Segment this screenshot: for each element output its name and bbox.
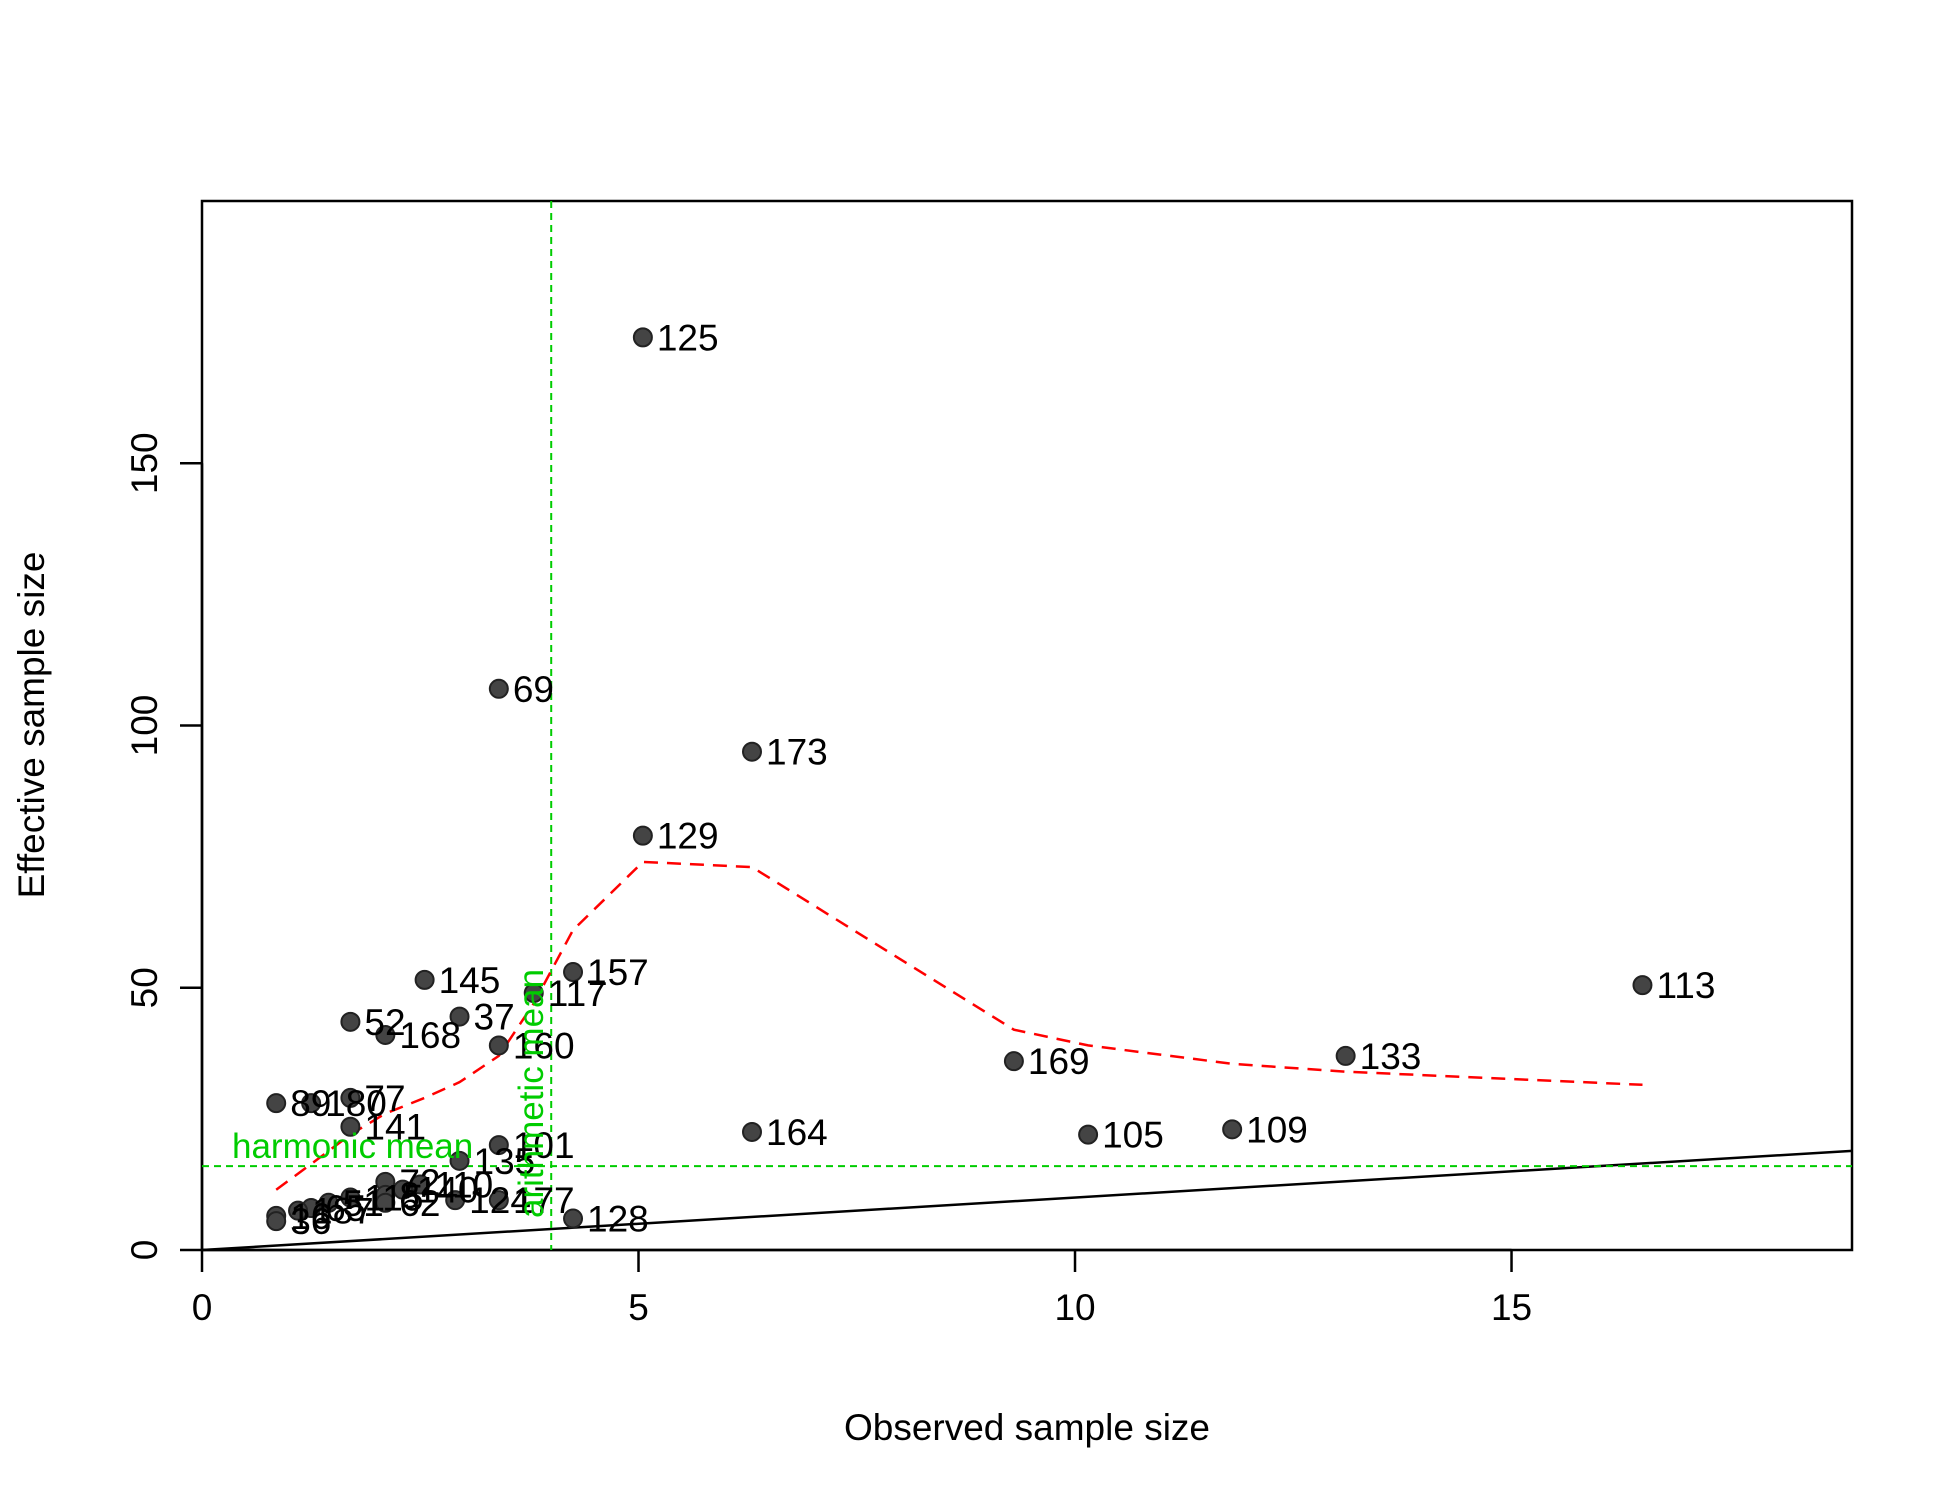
data-point-label: 69 — [513, 669, 554, 710]
plot-frame — [200, 199, 1854, 1252]
data-point — [449, 1006, 470, 1027]
data-point — [449, 1150, 470, 1171]
data-point — [445, 1190, 466, 1211]
data-point — [288, 1200, 309, 1221]
data-point-label: 115 — [364, 1178, 423, 1219]
data-point-label: 169 — [1028, 1041, 1090, 1082]
data-point — [632, 825, 653, 846]
identity-line — [201, 1149, 1853, 1252]
data-point — [301, 1093, 322, 1114]
arithmetic-mean-label: arithmetic mean — [512, 969, 551, 1218]
lines-layer — [201, 201, 1853, 1252]
data-point-label: 128 — [587, 1199, 649, 1240]
data-point-label: 37 — [474, 997, 515, 1038]
data-point — [266, 1211, 287, 1232]
data-point — [340, 1116, 361, 1137]
data-point-label: 177 — [513, 1180, 575, 1221]
data-point-label: 8 — [399, 1175, 420, 1216]
data-point-label: 141 — [364, 1107, 426, 1148]
data-point-label: 113 — [1656, 965, 1715, 1006]
data-point-label: 180 — [325, 1083, 387, 1124]
data-point-label: 109 — [1246, 1109, 1308, 1150]
data-point-label: 124 — [469, 1180, 531, 1221]
y-tick-label: 100 — [124, 695, 165, 757]
data-point-label: 62 — [399, 1183, 440, 1224]
data-point — [1335, 1045, 1356, 1066]
data-point-label: 164 — [766, 1112, 828, 1153]
data-point-label: 110 — [434, 1164, 493, 1205]
data-point-label: 135 — [474, 1141, 536, 1182]
harmonic-mean-label: harmonic mean — [232, 1127, 473, 1166]
data-point-label: 36 — [290, 1201, 331, 1242]
data-point-label: 160 — [513, 1025, 575, 1066]
data-point — [1222, 1119, 1243, 1140]
data-point — [340, 1187, 361, 1208]
data-point-label: 157 — [587, 952, 649, 993]
y-tick-label: 150 — [124, 432, 165, 494]
data-point — [375, 1192, 396, 1213]
x-tick-label: 10 — [1054, 1287, 1095, 1328]
data-point-label: 89 — [290, 1083, 331, 1124]
y-tick-label: 50 — [124, 967, 165, 1008]
data-point-label: 65 — [325, 1188, 366, 1229]
data-point — [563, 1208, 584, 1229]
data-point-label: 168 — [399, 1015, 461, 1056]
data-point — [742, 1121, 762, 1142]
data-point-label: 140 — [417, 1170, 479, 1211]
data-point — [523, 982, 544, 1003]
data-point-label: 52 — [364, 1002, 405, 1043]
reference-labels-layer: harmonic mean arithmetic mean — [232, 969, 551, 1218]
data-point-label: 173 — [766, 732, 828, 773]
data-point-label: 105 — [1102, 1115, 1164, 1156]
data-point-label: 133 — [1360, 1036, 1422, 1077]
data-point-label: 117 — [548, 973, 607, 1014]
data-point — [488, 678, 509, 699]
data-point — [742, 741, 762, 762]
data-point-label: 187 — [312, 1191, 374, 1232]
data-point — [414, 969, 435, 990]
data-point-label: 145 — [439, 960, 501, 1001]
data-point-label: 16 — [290, 1196, 331, 1237]
data-point — [488, 1190, 509, 1211]
data-point — [488, 1135, 509, 1156]
data-point — [340, 1087, 361, 1108]
data-point-label: 77 — [364, 1078, 405, 1119]
data-point-label: 129 — [657, 816, 719, 857]
points-layer — [266, 327, 1653, 1232]
data-point-label: 51 — [343, 1183, 384, 1224]
data-point — [563, 962, 584, 983]
y-axis-label: Effective sample size — [11, 552, 52, 899]
data-point — [266, 1093, 287, 1114]
x-tick-label: 0 — [192, 1287, 213, 1328]
data-point — [1003, 1051, 1024, 1072]
data-point — [1078, 1124, 1099, 1145]
data-point — [340, 1011, 361, 1032]
x-tick-label: 5 — [628, 1287, 649, 1328]
data-point-label: 72 — [399, 1162, 440, 1203]
x-tick-label: 15 — [1491, 1287, 1532, 1328]
data-point — [632, 327, 653, 348]
data-point — [375, 1024, 396, 1045]
data-point-label: 101 — [513, 1125, 575, 1166]
x-axis-label: Observed sample size — [844, 1407, 1210, 1448]
data-point — [488, 1035, 509, 1056]
data-point — [1632, 975, 1653, 996]
smooth-trend-line — [275, 860, 1643, 1191]
y-tick-label: 0 — [124, 1240, 165, 1261]
data-point-label: 125 — [657, 317, 719, 358]
